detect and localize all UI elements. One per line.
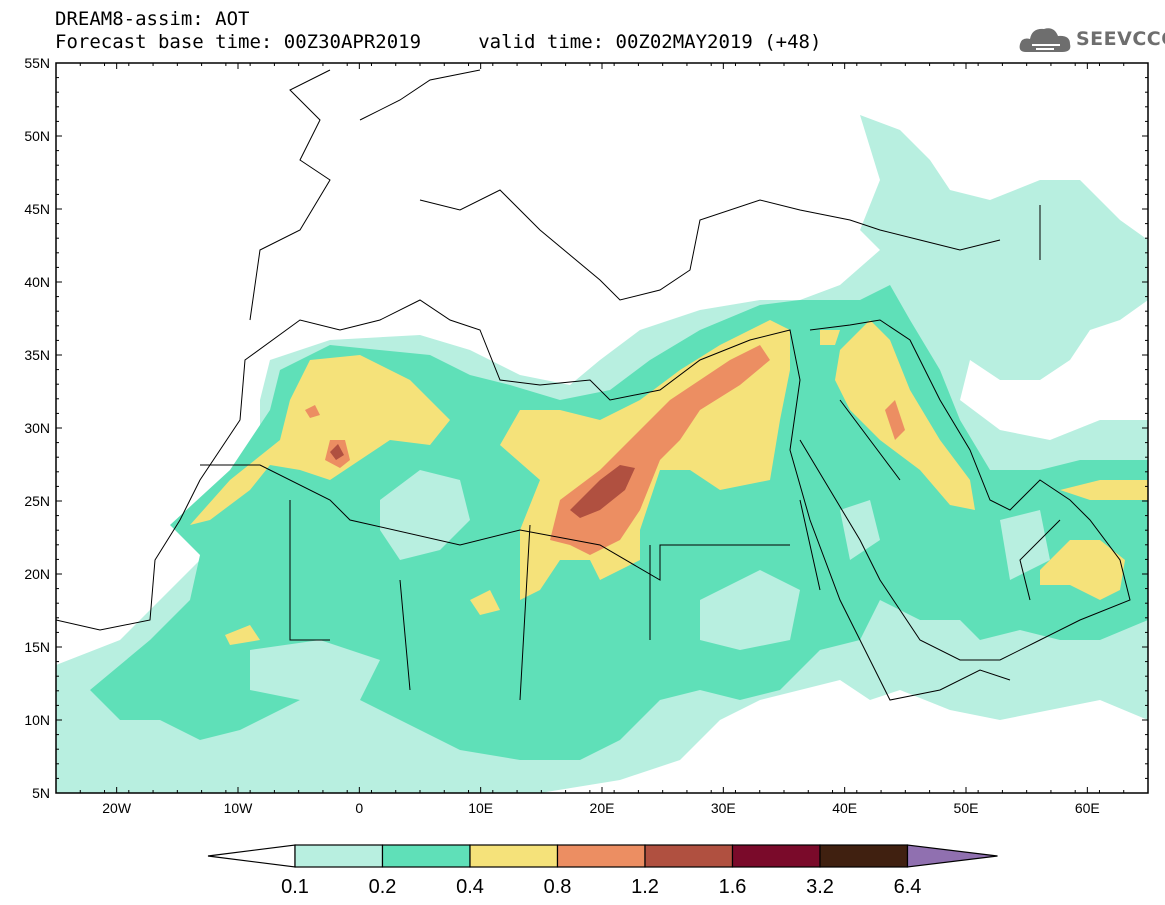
lon-label: 0 [355,800,363,816]
lon-label: 10E [468,800,493,816]
colorbar-label: 0.8 [544,876,572,898]
lat-label: 45N [24,201,50,217]
lat-label: 30N [24,420,50,436]
lat-label: 40N [24,274,50,290]
colorbar-segment [819,844,909,868]
seevccc-logo: SEEVCCC [1018,22,1165,56]
forecast-time-line: Forecast base time: 00Z30APR2019 valid t… [55,31,822,53]
lon-label: 30E [711,800,736,816]
colorbar-low-arrow [207,844,296,868]
cloud-icon [1019,28,1071,52]
lat-label: 5N [32,785,50,801]
lat-label: 35N [24,347,50,363]
colorbar-segment [381,844,471,868]
colorbar-label: 3.2 [806,876,834,898]
lon-label: 40E [832,800,857,816]
colorbar-label: 0.1 [281,876,309,898]
colorbar-segment [556,844,646,868]
colorbar-label: 1.6 [719,876,747,898]
colorbar-segment [294,844,384,868]
colorbar-label: 1.2 [631,876,659,898]
logo-text: SEEVCCC [1076,28,1165,50]
colorbar-high-arrow [906,844,998,868]
lon-label: 10W [224,800,254,816]
lat-label: 15N [24,639,50,655]
lon-label: 20W [102,800,132,816]
colorbar-label: 6.4 [894,876,922,898]
lon-label: 60E [1075,800,1100,816]
lat-label: 50N [24,128,50,144]
aot-field [56,63,1148,793]
plot-title: DREAM8-assim: AOT [55,8,250,30]
colorbar-segment [731,844,821,868]
lat-label: 55N [24,55,50,71]
lat-label: 25N [24,493,50,509]
aot-contour-1.2 [570,465,635,518]
coastlines [56,69,1131,701]
aot-contour-0.4 [190,355,450,525]
lon-label: 50E [954,800,979,816]
colorbar-segment [469,844,559,868]
colorbar-label: 0.4 [456,876,484,898]
lat-label: 10N [24,712,50,728]
colorbar-segment [644,844,734,868]
colorbar-label: 0.2 [369,876,397,898]
lat-label: 20N [24,566,50,582]
axes: 55N 50N 45N 40N 35N 30N 25N 20N 15N 10N 5N 20W 10W 0 1… [24,55,1149,816]
colorbar: 0.1 0.2 0.4 0.8 1.2 1.6 3.2 6.4 [207,844,998,898]
lon-label: 20E [590,800,615,816]
